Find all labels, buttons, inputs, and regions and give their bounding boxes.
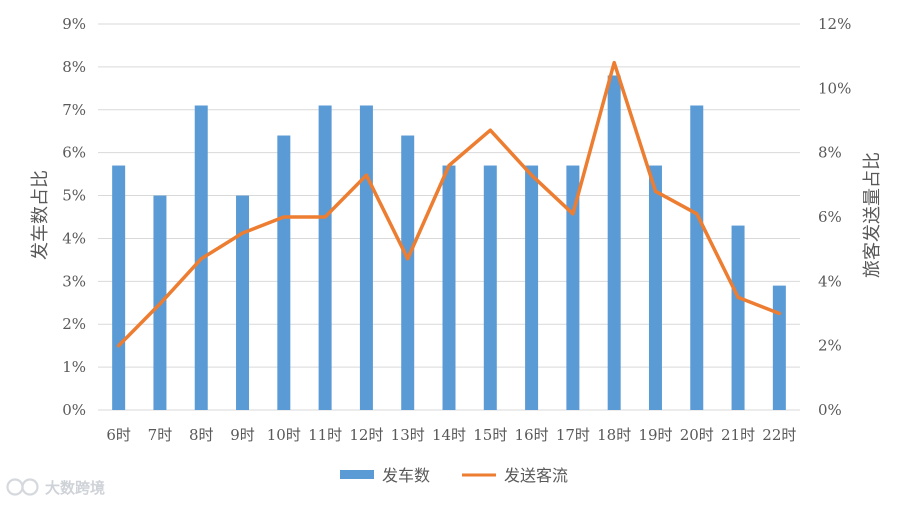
x-tick-label: 18时	[597, 426, 631, 444]
bar	[359, 105, 373, 410]
bar	[525, 165, 539, 410]
right-axis-title: 旅客发送量占比	[862, 152, 883, 278]
watermark-text: 大数跨境	[45, 479, 105, 497]
left-axis-title: 发车数占比	[30, 170, 51, 260]
x-tick-label: 15时	[473, 426, 507, 444]
x-tick-label: 14时	[432, 426, 466, 444]
x-tick-label: 6时	[106, 426, 131, 444]
left-tick-label: 3%	[62, 272, 86, 290]
right-tick-label: 0%	[818, 401, 842, 419]
left-tick-label: 9%	[62, 15, 86, 33]
right-tick-label: 12%	[818, 15, 851, 33]
right-tick-label: 8%	[818, 144, 842, 162]
right-tick-label: 4%	[818, 272, 842, 290]
line-series	[116, 60, 782, 348]
bar	[442, 165, 456, 410]
x-tick-label: 20时	[680, 426, 714, 444]
bar	[566, 165, 580, 410]
right-tick-label: 10%	[818, 79, 851, 97]
right-tick-label: 6%	[818, 208, 842, 226]
bar	[401, 135, 415, 410]
x-tick-label: 13时	[391, 426, 425, 444]
legend-line-label: 发送客流	[504, 466, 568, 485]
bar	[731, 225, 745, 410]
bar	[318, 105, 332, 410]
bar	[277, 135, 291, 410]
left-tick-label: 1%	[62, 358, 86, 376]
legend-bar-label: 发车数	[382, 466, 430, 485]
left-tick-label: 5%	[62, 187, 86, 205]
left-axis-ticks: 0% 1% 2% 3% 4% 5% 6% 7% 8% 9%	[62, 15, 86, 419]
bar	[690, 105, 704, 410]
x-tick-label: 22时	[762, 426, 796, 444]
left-tick-label: 0%	[62, 401, 86, 419]
x-tick-label: 16时	[515, 426, 549, 444]
left-tick-label: 8%	[62, 58, 86, 76]
watermark: 大数跨境	[6, 478, 105, 497]
legend: 发车数 发送客流	[340, 466, 568, 485]
right-tick-label: 2%	[818, 337, 842, 355]
x-tick-label: 19时	[638, 426, 672, 444]
legend-bar-swatch	[340, 470, 374, 479]
series-line	[116, 60, 782, 348]
x-axis-ticks: 6时 7时 8时 9时 10时 11时 12时 13时 14时 15时 16时 17时 18时 19时 20…	[106, 426, 796, 444]
right-axis-ticks: 0% 2% 4% 6% 8% 10% 12%	[818, 15, 851, 419]
left-tick-label: 7%	[62, 101, 86, 119]
x-tick-label: 7时	[148, 426, 173, 444]
left-tick-label: 6%	[62, 144, 86, 162]
bar	[607, 75, 621, 410]
bar-series	[112, 75, 786, 410]
bar	[483, 165, 497, 410]
x-tick-label: 10时	[267, 426, 301, 444]
x-tick-label: 12时	[349, 426, 383, 444]
bar	[236, 195, 250, 410]
x-tick-label: 11时	[308, 426, 342, 444]
x-tick-label: 9时	[230, 426, 255, 444]
left-tick-label: 2%	[62, 315, 86, 333]
logo-icon	[6, 478, 39, 496]
x-tick-label: 17时	[556, 426, 590, 444]
left-tick-label: 4%	[62, 229, 86, 247]
x-tick-label: 21时	[721, 426, 755, 444]
bar	[772, 285, 786, 410]
x-tick-label: 8时	[189, 426, 214, 444]
bar	[112, 165, 126, 410]
bar	[648, 165, 662, 410]
